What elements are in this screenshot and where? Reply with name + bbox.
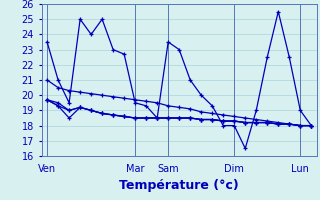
X-axis label: Température (°c): Température (°c) xyxy=(119,179,239,192)
